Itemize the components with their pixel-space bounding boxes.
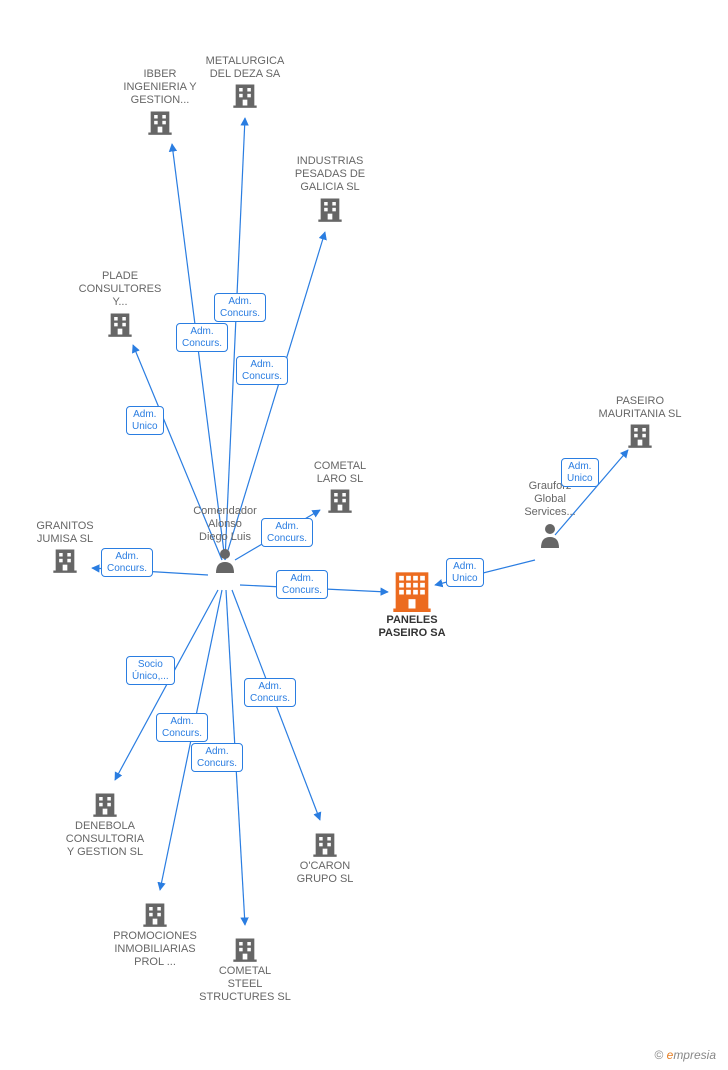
building-icon [316, 195, 344, 223]
company-node-ocaron[interactable]: O'CARON GRUPO SL [270, 830, 380, 886]
edge-label-comendador-granitos: Adm. Concurs. [101, 548, 153, 577]
building-icon [141, 900, 169, 928]
company-label: DENEBOLA CONSULTORIA Y GESTION SL [50, 820, 160, 860]
edge-label-comendador-denebola: Socio Único,... [126, 656, 175, 685]
edge-label-grauforz-paseiro_maur: Adm. Unico [561, 458, 599, 487]
building-icon [146, 108, 174, 136]
building-icon [311, 830, 339, 858]
building-icon [91, 790, 119, 818]
building-icon [106, 310, 134, 338]
building-highlight-icon [393, 570, 431, 612]
company-label: PANELES PASEIRO SA [357, 614, 467, 640]
company-label: INDUSTRIAS PESADAS DE GALICIA SL [275, 155, 385, 195]
edge-label-comendador-promociones: Adm. Concurs. [156, 713, 208, 742]
company-label: PASEIRO MAURITANIA SL [585, 395, 695, 421]
edge-label-comendador-plade: Adm. Unico [126, 406, 164, 435]
edge-label-comendador-cometal_laro: Adm. Concurs. [261, 518, 313, 547]
edge-label-comendador-metalurgica: Adm. Concurs. [214, 293, 266, 322]
edge-label-grauforz-paneles: Adm. Unico [446, 558, 484, 587]
company-label: PLADE CONSULTORES Y... [65, 270, 175, 310]
building-icon [326, 486, 354, 514]
company-node-metalurgica[interactable]: METALURGICA DEL DEZA SA [190, 55, 300, 111]
brand-rest: mpresia [673, 1048, 716, 1062]
company-node-paseiro_maur[interactable]: PASEIRO MAURITANIA SL [585, 395, 695, 451]
company-node-industrias[interactable]: INDUSTRIAS PESADAS DE GALICIA SL [275, 155, 385, 225]
edge-label-comendador-paneles: Adm. Concurs. [276, 570, 328, 599]
edge-label-comendador-ocaron: Adm. Concurs. [244, 678, 296, 707]
edge-label-comendador-cometal_steel: Adm. Concurs. [191, 743, 243, 772]
company-node-cometal_steel[interactable]: COMETAL STEEL STRUCTURES SL [190, 935, 300, 1005]
company-node-plade[interactable]: PLADE CONSULTORES Y... [65, 270, 175, 340]
company-label: COMETAL LARO SL [285, 460, 395, 486]
person-node-grauforz[interactable]: Grauforz Global Services... [495, 480, 605, 548]
person-icon [213, 547, 237, 573]
edge-label-comendador-ibber: Adm. Concurs. [176, 323, 228, 352]
company-label: O'CARON GRUPO SL [270, 860, 380, 886]
copyright-symbol: © [654, 1048, 663, 1062]
company-label: METALURGICA DEL DEZA SA [190, 55, 300, 81]
company-label: COMETAL STEEL STRUCTURES SL [190, 965, 300, 1005]
edge-comendador-ibber [172, 144, 225, 560]
building-icon [51, 546, 79, 574]
building-icon [626, 421, 654, 449]
company-node-denebola[interactable]: DENEBOLA CONSULTORIA Y GESTION SL [50, 790, 160, 860]
company-node-cometal_laro[interactable]: COMETAL LARO SL [285, 460, 395, 516]
edge-label-comendador-industrias: Adm. Concurs. [236, 356, 288, 385]
watermark: © empresia [654, 1048, 716, 1062]
company-label: GRANITOS JUMISA SL [10, 520, 120, 546]
person-icon [538, 522, 562, 548]
building-icon [231, 935, 259, 963]
building-icon [231, 81, 259, 109]
